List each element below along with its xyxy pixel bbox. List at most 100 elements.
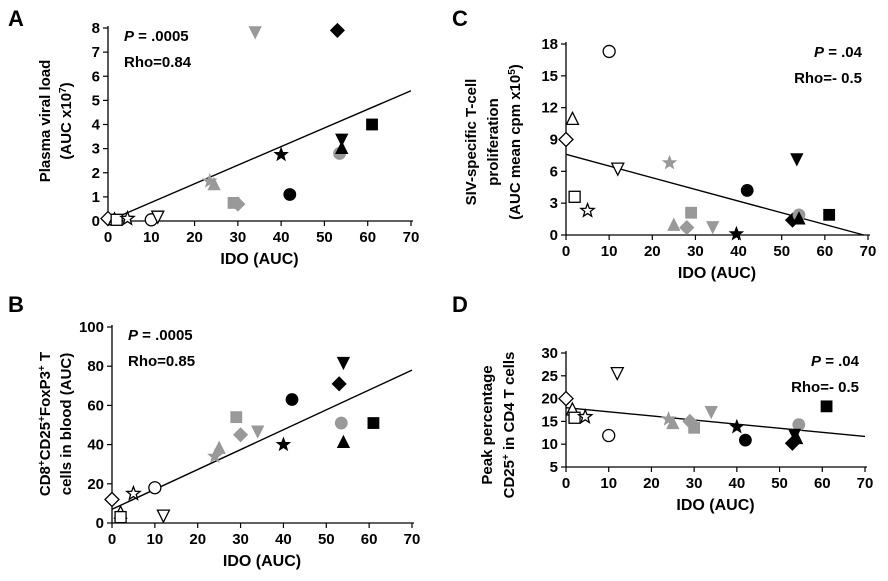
- data-point-circle-open: [602, 44, 616, 59]
- data-point-circle-gray: [334, 416, 348, 430]
- y-tick-label: 6: [550, 163, 558, 180]
- p-value-text: P = .04: [811, 353, 860, 370]
- x-tick-label: 0: [104, 229, 112, 246]
- rho-text: Rho=0.85: [128, 353, 195, 370]
- x-axis-label: IDO (AUC): [678, 265, 756, 282]
- y-axis-label: (AUC x107): [58, 82, 76, 159]
- y-tick-label: 0: [92, 213, 100, 230]
- x-tick-label: 50: [771, 475, 788, 492]
- x-axis-label: IDO (AUC): [676, 497, 754, 514]
- data-point-triangle-black: [336, 434, 351, 449]
- x-tick-label: 20: [186, 229, 203, 246]
- y-axis-label: Plasma viral load: [37, 60, 54, 183]
- x-tick-label: 40: [275, 531, 292, 548]
- x-tick-label: 60: [814, 475, 831, 492]
- y-tick-label: 5: [550, 459, 558, 476]
- rho-text: Rho=- 0.5: [794, 70, 862, 87]
- rho-text: Rho=0.84: [124, 54, 192, 71]
- y-axis-label: cells in blood (AUC): [58, 353, 75, 496]
- data-point-circle-open: [602, 428, 616, 443]
- x-tick-label: 0: [562, 243, 570, 260]
- data-point-star-open: [125, 484, 142, 501]
- y-tick-label: 0: [550, 227, 558, 244]
- data-point-triangle-down-open: [150, 210, 165, 225]
- x-tick-label: 70: [404, 531, 421, 548]
- y-tick-label: 3: [92, 141, 100, 158]
- x-tick-label: 0: [108, 531, 116, 548]
- data-point-triangle-down-gray: [704, 405, 718, 420]
- data-point-diamond-black: [329, 22, 345, 38]
- x-axis-label: IDO (AUC): [220, 251, 298, 268]
- data-point-square-gray: [685, 206, 698, 219]
- y-tick-label: 80: [87, 358, 104, 375]
- y-tick-label: 4: [92, 117, 101, 134]
- data-point-square-black: [366, 118, 378, 131]
- trend-line: [565, 407, 866, 438]
- data-point-square-open: [110, 213, 123, 226]
- data-point-circle-black: [740, 184, 754, 197]
- chart-panel-D: D 5 10 15 20 25 30 0 10 20 30 40 50 60 70 IDO (AUC) Peak…: [452, 292, 873, 514]
- data-point-triangle-gray: [666, 415, 680, 430]
- y-tick-label: 15: [541, 413, 558, 430]
- data-point-square-open: [568, 190, 581, 203]
- x-tick-label: 30: [232, 531, 249, 548]
- y-tick-label: 6: [92, 68, 100, 85]
- x-tick-label: 10: [143, 229, 160, 246]
- y-tick-label: 3: [550, 195, 558, 212]
- y-tick-label: 0: [96, 515, 104, 532]
- data-point-diamond-black: [331, 376, 347, 392]
- x-tick-label: 40: [273, 229, 290, 246]
- data-point-triangle-open: [565, 110, 580, 125]
- data-point-diamond-open: [104, 491, 120, 508]
- y-tick-label: 40: [87, 437, 104, 454]
- y-tick-label: 8: [92, 20, 100, 37]
- y-axis-label: proliferation: [485, 98, 502, 186]
- y-tick-label: 60: [87, 397, 104, 414]
- data-point-star-open: [119, 209, 136, 226]
- data-point-triangle-down-black: [335, 133, 349, 147]
- x-tick-label: 10: [601, 243, 618, 260]
- x-tick-label: 70: [403, 229, 420, 246]
- data-point-triangle-down-open: [156, 509, 171, 524]
- x-tick-label: 20: [189, 531, 206, 548]
- x-tick-label: 10: [147, 531, 164, 548]
- data-point-triangle-down-gray: [251, 425, 265, 439]
- data-point-triangle-gray: [667, 217, 681, 231]
- y-axis-label: CD8+CD25+FoxP3+ T: [37, 352, 55, 496]
- y-tick-label: 30: [541, 345, 558, 362]
- data-point-triangle-gray: [207, 176, 221, 191]
- y-axis-label: SIV-specific T-cell: [463, 79, 480, 206]
- x-tick-label: 50: [318, 531, 335, 548]
- data-point-square-open: [568, 411, 581, 424]
- data-point-diamond-gray: [679, 220, 695, 236]
- trend-line: [111, 369, 413, 510]
- y-tick-label: 1: [92, 189, 100, 206]
- data-point-triangle-down-black: [336, 356, 351, 371]
- y-tick-label: 20: [87, 476, 104, 493]
- y-tick-label: 9: [550, 132, 558, 149]
- data-point-triangle-black: [335, 140, 349, 155]
- x-tick-label: 30: [230, 229, 247, 246]
- y-tick-label: 2: [92, 165, 100, 182]
- x-tick-label: 50: [316, 229, 333, 246]
- data-point-diamond-gray: [682, 413, 698, 429]
- chart-panel-C: C 0 3 6 9 12 15 18 0 10 20 30 40 50 60 70 IDO (AUC) SIV-s…: [452, 6, 876, 282]
- x-tick-label: 30: [686, 475, 703, 492]
- y-tick-label: 12: [541, 100, 558, 117]
- data-point-triangle-gray: [212, 440, 226, 454]
- data-point-star-gray: [661, 154, 678, 170]
- chart-panel-B: B 0 20 40 60 80 100 0 10 20 30 40 50 60 70 IDO (AUC) CD8…: [8, 292, 420, 570]
- data-point-circle-open: [148, 481, 162, 495]
- y-tick-label: 15: [541, 68, 558, 85]
- panel-letter-A: A: [8, 6, 24, 31]
- data-point-circle-black: [739, 433, 752, 447]
- y-tick-label: 10: [541, 436, 558, 453]
- x-axis-label: IDO (AUC): [223, 553, 301, 570]
- y-tick-label: 5: [92, 92, 100, 109]
- x-tick-label: 40: [729, 475, 746, 492]
- data-point-star-black: [275, 436, 292, 452]
- data-point-star-open: [576, 407, 594, 425]
- panel-letter-D: D: [452, 292, 468, 317]
- data-point-triangle-down-gray: [706, 221, 720, 235]
